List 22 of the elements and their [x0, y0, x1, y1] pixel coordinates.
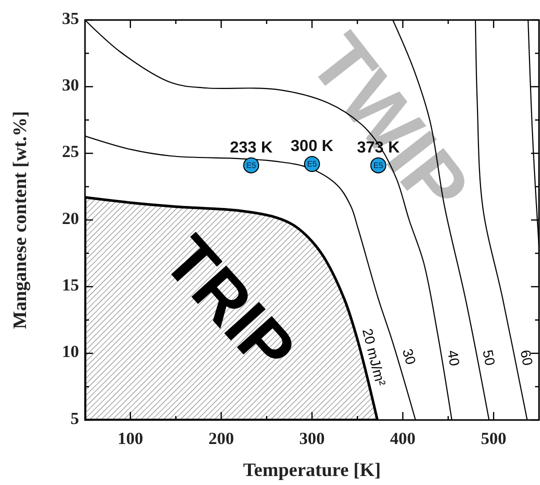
y-tick-label: 30	[62, 76, 79, 95]
x-tick-label: 400	[390, 429, 416, 448]
y-tick-label: 20	[62, 208, 79, 228]
text: 40	[444, 349, 464, 368]
legend-label: 50	[480, 348, 499, 368]
x-tick-label: 300	[299, 429, 325, 448]
text: 60	[518, 348, 537, 367]
y-tick-label: 10	[62, 342, 79, 362]
x-tick-label: 200	[208, 429, 234, 448]
x-axis-title: Temperature [K]	[243, 460, 381, 481]
y-tick-label: 5	[70, 408, 79, 428]
annotation: 233 K	[230, 140, 273, 157]
text: 30	[400, 346, 420, 366]
y-tick-label: 15	[62, 276, 79, 295]
y-axis-title: Manganese content [wt.%]	[10, 111, 32, 329]
y-tick-label: 35	[62, 8, 79, 28]
series-label: 20 mJ/m²	[360, 326, 390, 388]
x-tick-label: 100	[118, 429, 144, 448]
data-label: E5	[307, 160, 318, 169]
x-tick-label: 500	[480, 429, 506, 448]
data-label: E5	[246, 160, 257, 170]
y-tick-label: 25	[62, 142, 79, 162]
